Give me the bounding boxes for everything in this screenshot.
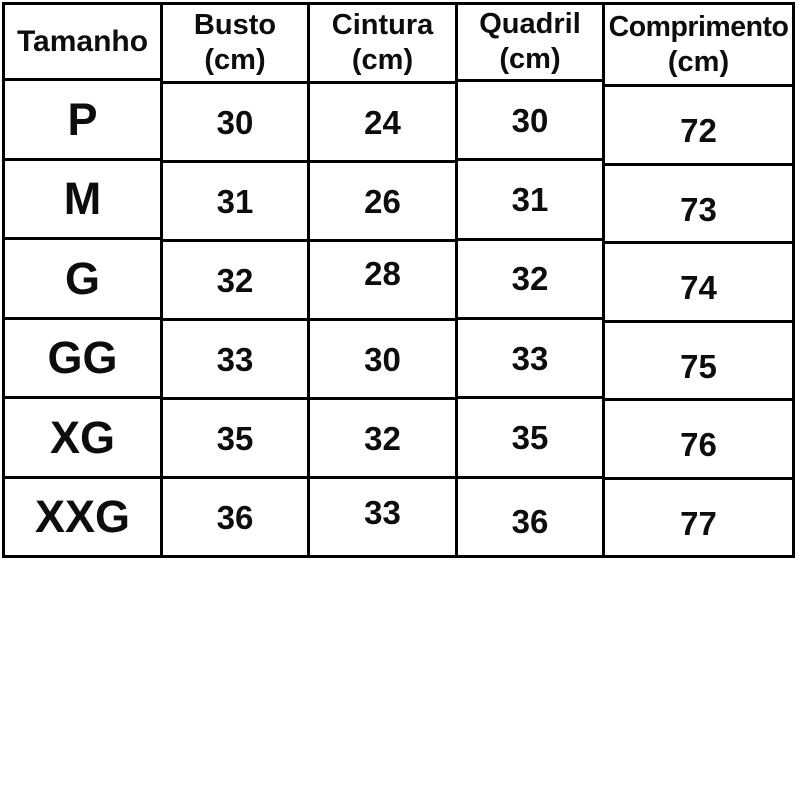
measurement-value: 33 bbox=[216, 340, 254, 378]
value-cell: 76 bbox=[605, 401, 792, 480]
value-cell: 32 bbox=[310, 400, 455, 479]
measurement-value: 76 bbox=[680, 426, 717, 464]
measurement-value: 75 bbox=[680, 347, 717, 385]
header-cell-tamanho: Tamanho bbox=[5, 5, 160, 81]
size-cell-gg: GG bbox=[5, 320, 160, 399]
measurement-value: 33 bbox=[511, 339, 549, 377]
column-header-label: Quadril bbox=[479, 8, 581, 40]
measurement-value: 30 bbox=[511, 101, 549, 139]
value-cell: 30 bbox=[163, 84, 307, 163]
measurement-value: 36 bbox=[216, 498, 254, 536]
measurement-value: 32 bbox=[216, 261, 254, 299]
column-quadril: Quadril (cm) 30 31 32 33 35 36 bbox=[458, 5, 605, 555]
size-table: Tamanho P M G GG XG XXG Busto (cm) 30 31… bbox=[2, 2, 795, 558]
column-header-unit: (cm) bbox=[204, 44, 266, 76]
value-cell: 73 bbox=[605, 166, 792, 244]
value-cell: 77 bbox=[605, 480, 792, 556]
measurement-value: 73 bbox=[680, 190, 717, 228]
measurement-value: 31 bbox=[511, 180, 549, 218]
value-cell: 35 bbox=[163, 400, 307, 479]
measurement-value: 26 bbox=[364, 182, 401, 220]
column-header-label: Busto bbox=[193, 9, 277, 41]
measurement-value: 35 bbox=[511, 418, 549, 456]
value-cell: 31 bbox=[163, 163, 307, 242]
measurement-value: 32 bbox=[364, 419, 401, 457]
size-label: G bbox=[64, 252, 100, 304]
value-cell: 32 bbox=[163, 242, 307, 321]
value-cell: 30 bbox=[458, 82, 602, 162]
measurement-value: 36 bbox=[511, 503, 549, 541]
value-cell: 26 bbox=[310, 163, 455, 242]
size-label: XG bbox=[49, 411, 116, 463]
header-cell-cintura: Cintura (cm) bbox=[310, 5, 455, 84]
column-header-label: Tamanho bbox=[16, 25, 149, 58]
column-header-label: Comprimento bbox=[608, 10, 789, 43]
size-label: P bbox=[67, 93, 98, 145]
measurement-value: 30 bbox=[364, 340, 401, 378]
value-cell: 30 bbox=[310, 321, 455, 400]
column-cintura: Cintura (cm) 24 26 28 30 32 33 bbox=[310, 5, 458, 555]
value-cell: 24 bbox=[310, 84, 455, 163]
size-cell-m: M bbox=[5, 161, 160, 240]
value-cell: 35 bbox=[458, 399, 602, 479]
value-cell: 31 bbox=[458, 161, 602, 241]
column-header-unit: (cm) bbox=[667, 45, 730, 78]
measurement-value: 33 bbox=[364, 493, 401, 531]
column-header-label: Cintura bbox=[331, 9, 434, 41]
column-header-unit: (cm) bbox=[499, 43, 561, 75]
measurement-value: 32 bbox=[511, 260, 549, 298]
measurement-value: 35 bbox=[216, 419, 254, 457]
measurement-value: 72 bbox=[680, 112, 717, 150]
column-header-unit: (cm) bbox=[351, 44, 414, 76]
column-tamanho: Tamanho P M G GG XG XXG bbox=[5, 5, 163, 555]
header-cell-comprimento: Comprimento (cm) bbox=[605, 5, 792, 87]
measurement-value: 28 bbox=[364, 254, 401, 292]
value-cell: 75 bbox=[605, 323, 792, 401]
size-label: M bbox=[63, 173, 102, 225]
value-cell: 33 bbox=[310, 479, 455, 555]
size-label: XXG bbox=[34, 491, 131, 543]
value-cell: 33 bbox=[458, 320, 602, 400]
size-cell-xg: XG bbox=[5, 399, 160, 479]
column-busto: Busto (cm) 30 31 32 33 35 36 bbox=[163, 5, 310, 555]
column-comprimento: Comprimento (cm) 72 73 74 75 76 77 bbox=[605, 5, 792, 555]
measurement-value: 74 bbox=[680, 269, 717, 307]
value-cell: 74 bbox=[605, 244, 792, 323]
value-cell: 36 bbox=[163, 479, 307, 555]
size-cell-p: P bbox=[5, 81, 160, 161]
measurement-value: 24 bbox=[364, 103, 401, 141]
value-cell: 33 bbox=[163, 321, 307, 400]
size-cell-g: G bbox=[5, 240, 160, 320]
measurement-value: 30 bbox=[216, 103, 254, 141]
header-cell-busto: Busto (cm) bbox=[163, 5, 307, 84]
header-cell-quadril: Quadril (cm) bbox=[458, 5, 602, 82]
value-cell: 28 bbox=[310, 242, 455, 321]
measurement-value: 31 bbox=[216, 182, 254, 220]
value-cell: 72 bbox=[605, 87, 792, 166]
value-cell: 36 bbox=[458, 479, 602, 555]
measurement-value: 77 bbox=[680, 504, 717, 542]
value-cell: 32 bbox=[458, 241, 602, 320]
size-cell-xxg: XXG bbox=[5, 479, 160, 556]
size-label: GG bbox=[47, 332, 118, 384]
